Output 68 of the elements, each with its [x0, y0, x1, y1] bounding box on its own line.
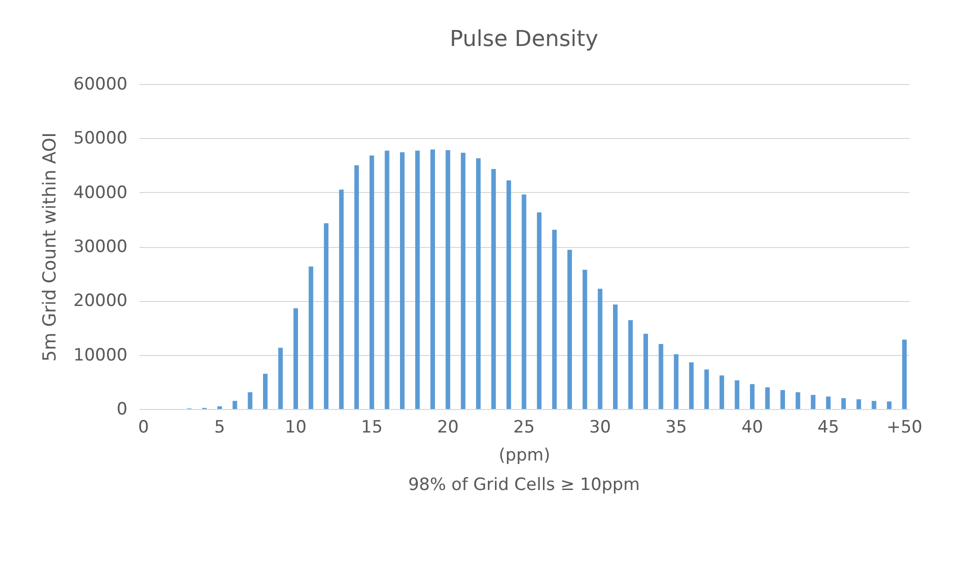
bar	[522, 194, 526, 409]
bar	[384, 150, 390, 409]
chart-title: Pulse Density	[450, 27, 598, 52]
bar	[720, 375, 724, 409]
bar	[308, 266, 314, 409]
text: 98% of Grid Cells ≥ 10ppm	[408, 475, 640, 495]
bar	[476, 158, 481, 409]
y-tick-label: 60000	[73, 74, 128, 94]
x-axis-title: (ppm)	[498, 446, 550, 466]
x-tick-label: 30	[589, 418, 611, 438]
bar	[796, 392, 800, 409]
y-tick-label: 20000	[73, 291, 128, 312]
bar	[674, 354, 678, 409]
bar	[293, 308, 298, 409]
bar	[460, 152, 466, 409]
bar	[826, 396, 831, 409]
bar	[278, 348, 283, 409]
bar	[643, 334, 648, 409]
bar	[263, 374, 268, 409]
bar	[415, 150, 420, 409]
x-tick-label: 5	[214, 418, 226, 438]
bar	[446, 150, 450, 409]
bar	[841, 398, 846, 409]
bar	[750, 384, 755, 409]
y-tick-label: 10000	[73, 345, 128, 366]
bar	[902, 340, 907, 409]
bar	[506, 180, 512, 409]
x-tick-label: 15	[361, 418, 383, 438]
bar	[780, 390, 785, 409]
bar	[324, 223, 328, 409]
bar	[552, 230, 557, 409]
bar	[856, 399, 862, 409]
x-tick-label: 35	[665, 418, 687, 438]
bar	[232, 400, 238, 409]
bar	[810, 394, 816, 409]
bar	[598, 288, 602, 409]
bar	[248, 392, 252, 409]
x-tick-label: 10	[284, 418, 307, 438]
bar	[613, 304, 618, 409]
y-tick-label: 0	[116, 400, 128, 420]
x-tick-label: +50	[886, 418, 922, 438]
bar	[567, 250, 572, 409]
y-tick-label: 40000	[73, 182, 128, 203]
x-tick-label: 20	[437, 418, 459, 438]
bar	[430, 150, 435, 409]
y-tick-label: 30000	[73, 237, 128, 257]
bar	[582, 270, 588, 409]
x-tick-label: 0	[138, 418, 149, 438]
y-axis-title: 5m Grid Count within AOI	[39, 132, 60, 362]
x-tick-label: 45	[818, 418, 840, 438]
bar	[689, 362, 694, 409]
bar	[400, 152, 405, 409]
bar	[370, 156, 374, 409]
bar	[765, 387, 770, 409]
bar	[628, 320, 633, 409]
bar	[491, 169, 496, 409]
bar	[217, 406, 222, 409]
x-tick-label: 25	[513, 418, 535, 438]
bar	[354, 165, 359, 409]
bar	[704, 369, 709, 409]
y-tick-label: 50000	[73, 128, 128, 149]
bar	[658, 344, 664, 409]
bar	[734, 380, 740, 409]
bar	[339, 190, 344, 409]
bar	[886, 401, 892, 409]
x-tick-label: 40	[741, 418, 764, 438]
bar	[872, 400, 876, 409]
bar	[536, 212, 542, 409]
